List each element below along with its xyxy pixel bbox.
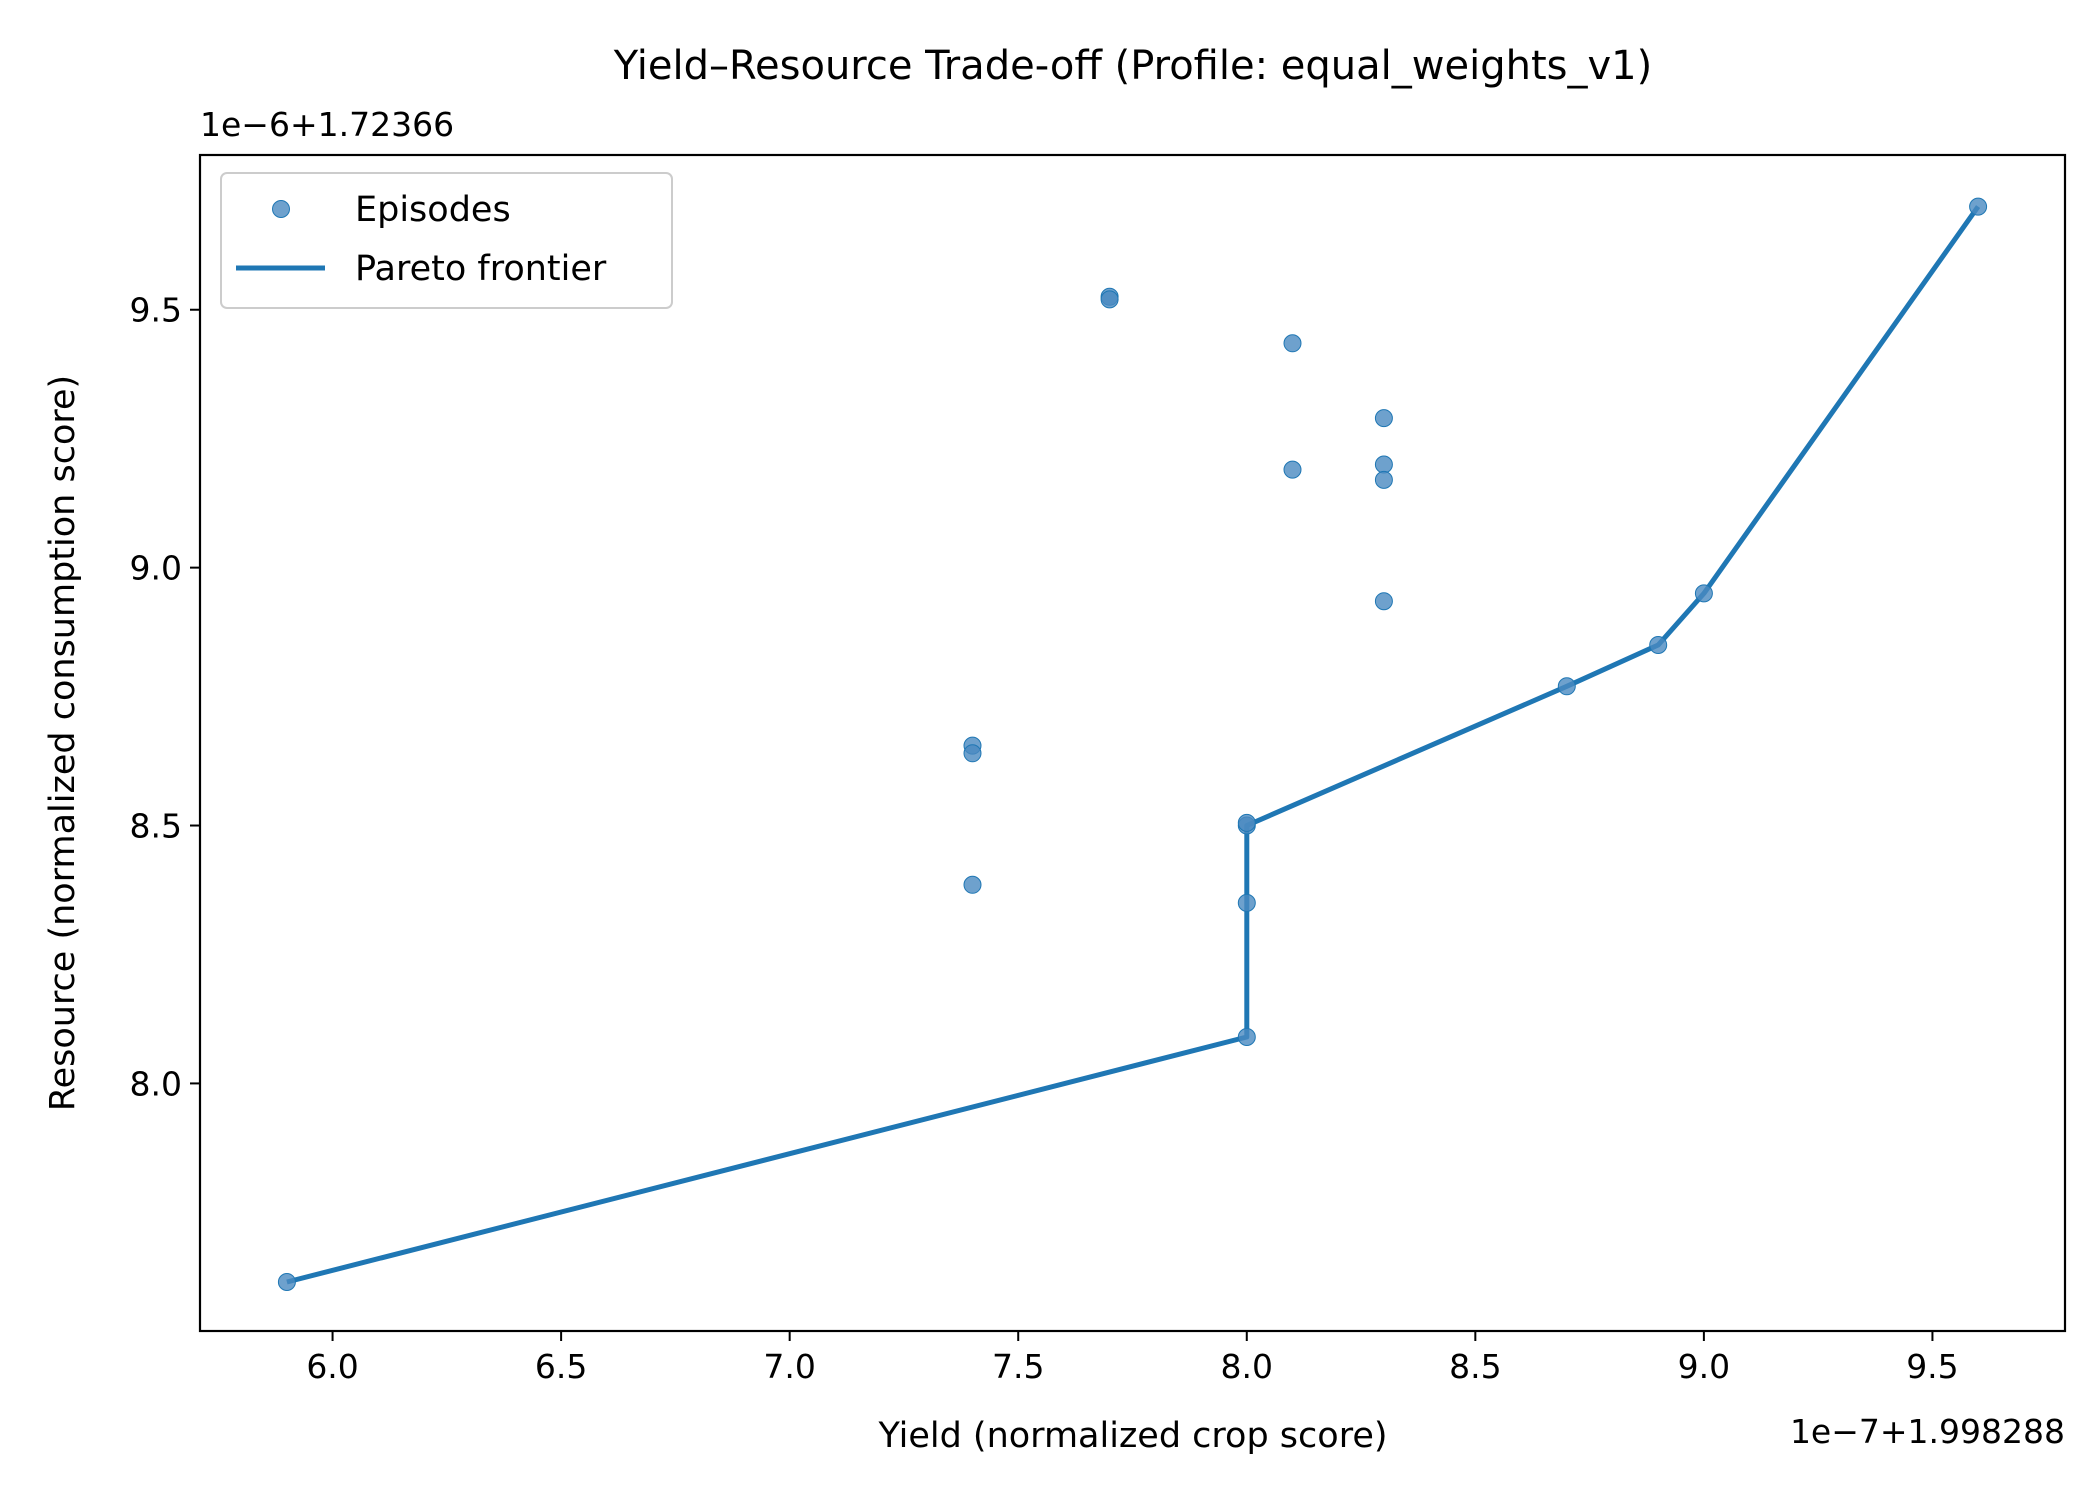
x-axis-label: Yield (normalized crop score)	[877, 1416, 1387, 1456]
chart-title: Yield–Resource Trade-off (Profile: equal…	[613, 43, 1652, 89]
x-tick-label-4: 8.0	[1221, 1347, 1273, 1386]
x-axis-offset-label: 1e−7+1.998288	[1790, 1412, 2065, 1451]
episode-point-9	[1237, 813, 1256, 832]
y-axis-offset-label: 1e−6+1.72366	[200, 105, 454, 144]
y-axis-ticks: 8.0 8.5 9.0 9.5	[130, 291, 200, 1103]
episode-point-18	[1694, 584, 1713, 603]
episode-point-2	[963, 744, 982, 763]
y-tick-label-3: 9.5	[130, 291, 182, 330]
y-tick-label-1: 8.5	[130, 807, 182, 846]
episode-point-10	[1283, 334, 1302, 353]
episode-point-0	[277, 1273, 296, 1291]
plot-area	[277, 197, 1988, 1291]
axes-frame	[198, 153, 2067, 1333]
episode-point-17	[1649, 636, 1668, 654]
episode-point-3	[963, 875, 982, 894]
episode-point-16	[1557, 677, 1576, 696]
legend-episodes-label: Episodes	[355, 190, 511, 230]
x-tick-label-5: 8.5	[1449, 1347, 1501, 1386]
y-tick-label-0: 8.0	[130, 1064, 182, 1103]
y-axis-label: Resource (normalized consumption score)	[43, 375, 83, 1111]
y-tick-label-2: 9.0	[130, 549, 182, 588]
x-tick-label-6: 9.0	[1678, 1347, 1730, 1386]
x-tick-label-7: 9.5	[1906, 1347, 1958, 1386]
legend-box	[220, 172, 673, 309]
x-tick-label-1: 6.5	[535, 1347, 587, 1386]
episode-point-5	[1100, 290, 1119, 309]
x-tick-label-0: 6.0	[306, 1347, 358, 1386]
episode-point-19	[1969, 197, 1988, 216]
episode-point-14	[1374, 470, 1393, 489]
episode-point-6	[1237, 1028, 1256, 1046]
episode-point-13	[1374, 455, 1393, 474]
x-tick-label-2: 7.0	[763, 1347, 815, 1386]
x-tick-label-3: 7.5	[992, 1347, 1044, 1386]
legend-pareto-label: Pareto frontier	[355, 249, 607, 289]
episode-point-12	[1374, 409, 1393, 428]
episode-point-7	[1237, 893, 1256, 912]
legend-episodes-marker	[272, 200, 290, 218]
x-axis-ticks: 6.0 6.5 7.0 7.5 8.0 8.5 9.0 9.5	[306, 1331, 1959, 1386]
episode-point-15	[1374, 592, 1393, 611]
episode-point-11	[1283, 460, 1302, 479]
legend: Episodes Pareto frontier	[220, 172, 673, 309]
